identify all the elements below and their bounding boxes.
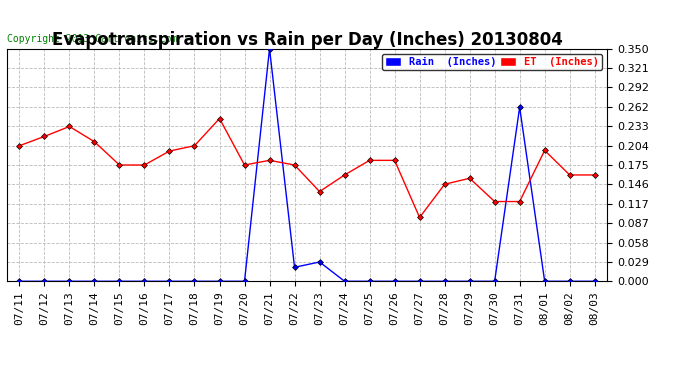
Text: Copyright 2013 Cartronics.com: Copyright 2013 Cartronics.com xyxy=(7,34,177,44)
Title: Evapotranspiration vs Rain per Day (Inches) 20130804: Evapotranspiration vs Rain per Day (Inch… xyxy=(52,31,562,49)
Legend: Rain  (Inches), ET  (Inches): Rain (Inches), ET (Inches) xyxy=(382,54,602,70)
